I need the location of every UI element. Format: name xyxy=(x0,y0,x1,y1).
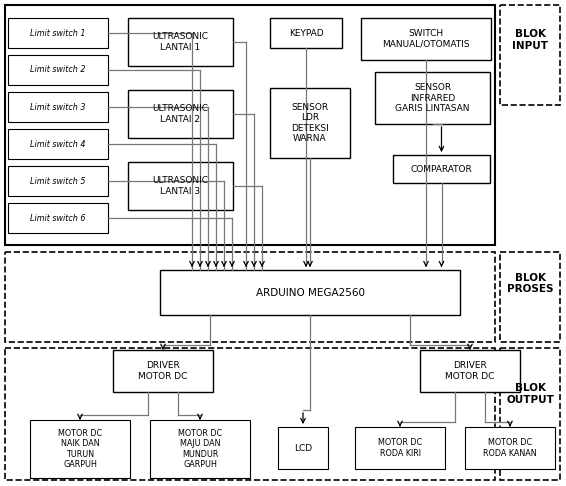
Bar xyxy=(128,18,233,66)
Bar xyxy=(465,427,555,469)
Text: Limit switch 5: Limit switch 5 xyxy=(30,176,86,186)
Bar xyxy=(375,72,490,124)
Text: BLOK
PROSES: BLOK PROSES xyxy=(507,273,553,295)
Text: Limit switch 1: Limit switch 1 xyxy=(30,29,86,37)
Text: Limit switch 2: Limit switch 2 xyxy=(30,66,86,74)
Bar xyxy=(278,427,328,469)
Bar xyxy=(420,350,520,392)
Text: ULTRASONIC
LANTAI 2: ULTRASONIC LANTAI 2 xyxy=(152,104,208,124)
Bar xyxy=(393,155,490,183)
Bar xyxy=(150,420,250,478)
Bar xyxy=(500,5,560,105)
Text: SENSOR
LDR
DETEKSI
WARNA: SENSOR LDR DETEKSI WARNA xyxy=(291,103,329,143)
Bar xyxy=(361,18,491,60)
Bar xyxy=(128,90,233,138)
Text: SWITCH
MANUAL/OTOMATIS: SWITCH MANUAL/OTOMATIS xyxy=(382,29,470,49)
Text: ARDUINO MEGA2560: ARDUINO MEGA2560 xyxy=(255,288,365,297)
Bar xyxy=(8,166,108,196)
Text: MOTOR DC
RODA KIRI: MOTOR DC RODA KIRI xyxy=(378,438,422,458)
Bar xyxy=(113,350,213,392)
Bar xyxy=(8,92,108,122)
Bar xyxy=(128,162,233,210)
Bar xyxy=(270,88,350,158)
Text: LCD: LCD xyxy=(294,444,312,452)
Bar xyxy=(270,18,342,48)
Text: ULTRASONIC
LANTAI 3: ULTRASONIC LANTAI 3 xyxy=(152,176,208,196)
Text: KEYPAD: KEYPAD xyxy=(289,29,323,37)
Bar xyxy=(8,129,108,159)
Text: BLOK
OUTPUT: BLOK OUTPUT xyxy=(506,383,554,405)
Text: COMPARATOR: COMPARATOR xyxy=(410,164,473,174)
Text: SENSOR
INFRARED
GARIS LINTASAN: SENSOR INFRARED GARIS LINTASAN xyxy=(395,83,470,113)
Text: ULTRASONIC
LANTAI 1: ULTRASONIC LANTAI 1 xyxy=(152,32,208,52)
Bar xyxy=(5,348,495,480)
Bar xyxy=(355,427,445,469)
Bar xyxy=(5,252,495,342)
Text: BLOK
INPUT: BLOK INPUT xyxy=(512,29,548,51)
Bar xyxy=(500,252,560,342)
Bar xyxy=(30,420,130,478)
Bar xyxy=(5,5,495,245)
Text: MOTOR DC
NAIK DAN
TURUN
GARPUH: MOTOR DC NAIK DAN TURUN GARPUH xyxy=(58,429,102,469)
Text: Limit switch 6: Limit switch 6 xyxy=(30,213,86,223)
Text: MOTOR DC
RODA KANAN: MOTOR DC RODA KANAN xyxy=(483,438,537,458)
Text: DRIVER
MOTOR DC: DRIVER MOTOR DC xyxy=(138,361,188,381)
Bar xyxy=(500,348,560,480)
Bar xyxy=(8,203,108,233)
Bar xyxy=(160,270,460,315)
Text: Limit switch 4: Limit switch 4 xyxy=(30,139,86,149)
Text: MOTOR DC
MAJU DAN
MUNDUR
GARPUH: MOTOR DC MAJU DAN MUNDUR GARPUH xyxy=(178,429,222,469)
Bar xyxy=(8,55,108,85)
Text: Limit switch 3: Limit switch 3 xyxy=(30,103,86,111)
Text: DRIVER
MOTOR DC: DRIVER MOTOR DC xyxy=(445,361,495,381)
Bar xyxy=(8,18,108,48)
